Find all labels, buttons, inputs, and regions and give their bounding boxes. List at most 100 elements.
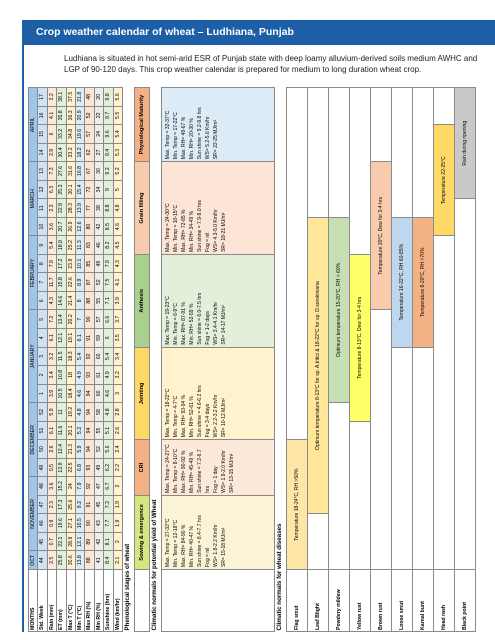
weather-value: 6.7 [103, 476, 114, 496]
weather-value: 88 [84, 550, 95, 570]
weather-value: 12.1 [75, 532, 85, 551]
weather-value: 5.4 [47, 235, 57, 255]
weather-value: 7.2 [47, 310, 57, 329]
row-label: Max RH (%) [84, 569, 95, 632]
weather-value: 28.9 [66, 532, 76, 551]
weather-value: 20.2 [66, 310, 76, 329]
row-label: MONTHS [28, 569, 38, 632]
normal-line: SR= 15-18 MJ/m² [221, 527, 228, 567]
weather-value: 8.9 [75, 272, 85, 292]
weather-value: 5.2 [75, 421, 85, 440]
month-header: OCT [28, 550, 38, 570]
table-row: Karnal bunt Temperature 8-20°C, RH >70% [412, 87, 434, 632]
weather-value: 47 [94, 476, 104, 496]
weather-value: 37.5 [66, 87, 76, 107]
weather-value: 4.1 [47, 106, 57, 125]
week-number: 17 [37, 87, 48, 107]
weather-value: 18.4 [66, 384, 76, 403]
week-number: 6 [37, 291, 48, 310]
weather-value: 4.3 [113, 254, 123, 273]
weather-value: 33.2 [66, 143, 76, 162]
weather-value: 22.1 [56, 532, 67, 551]
normal-line: Max. RH= 84-90 % [181, 524, 188, 567]
weather-value: 93 [84, 458, 95, 477]
weather-value: 60 [94, 347, 104, 366]
empty-cell [328, 402, 350, 570]
empty-cell [370, 310, 392, 570]
weather-value: 9 [103, 180, 114, 199]
week-number: 52 [37, 402, 48, 422]
normal-line: Fog = nil [205, 547, 212, 567]
weather-value: 5.9 [75, 439, 85, 459]
weather-value: 15.4 [75, 180, 85, 199]
weather-value: 62 [84, 143, 95, 162]
weather-value: 25.8 [56, 550, 67, 570]
weather-value: 12.1 [56, 328, 67, 348]
weather-value: 61 [94, 365, 104, 385]
weather-value: 59 [94, 328, 104, 348]
weather-value: 6.6 [103, 310, 114, 329]
weather-value: 3.4 [47, 365, 57, 385]
weather-value: 7.1 [103, 291, 114, 310]
weather-value: 13.4 [56, 310, 67, 329]
normal-line: SR= 14-17 MJ/m² [221, 305, 228, 345]
disease-condition: Temperature 18-24°C, RH >50% [286, 439, 308, 570]
weather-value: 72 [84, 180, 95, 199]
weather-value: 18.3 [66, 347, 76, 366]
weather-value: 4.9 [103, 365, 114, 385]
normal-line: Max. Temp = 19-23°C [165, 296, 172, 345]
table-row: MONTHS OCT NOVEMBER DECEMBER JANUARY FEBRUARY… [28, 87, 38, 632]
table-row: Rain (mm) 2.5 0.7 0.9 2.3 3.6 0.5 2.6 6.1 5.9 3.9 3… [47, 87, 57, 632]
row-label: Wind (km/hr) [113, 569, 123, 632]
phenology-stage: Anthesis [134, 254, 150, 348]
weather-value: 45 [94, 495, 104, 514]
weather-value: 6 [47, 124, 57, 144]
weather-value: 9.4 [103, 143, 114, 162]
weather-value: 2.2 [113, 458, 123, 477]
weather-value: 19.2 [66, 402, 76, 422]
weather-value: 3.9 [47, 384, 57, 403]
weather-value: 2.4 [113, 439, 123, 459]
weather-value: 27.6 [56, 161, 67, 181]
weather-value: 94 [84, 384, 95, 403]
disease-condition: Temperature 16-22°C, RH 60-85% [391, 217, 413, 348]
weather-value: 4.5 [113, 235, 123, 255]
normals-cell: Max. Temp = 18-22°C Min. Temp = 4-7°C Max.… [161, 347, 275, 440]
week-number: 13 [37, 161, 48, 181]
weather-value: 18.2 [75, 143, 85, 162]
normal-line: Fog = 1 day [213, 466, 220, 493]
weather-value: 4.6 [103, 384, 114, 403]
table-row: Max. Temp = 27-32°C Min. Temp = 12-18°C Ma… [161, 87, 275, 632]
normal-line: Max. RH= 93-94 % [181, 394, 188, 438]
weather-value: 4.8 [75, 402, 85, 422]
disease-name: Leaf Blight [307, 569, 329, 632]
empty-cell [349, 87, 371, 255]
weather-value: 8.2 [103, 235, 114, 255]
weather-value: 35.8 [56, 106, 67, 125]
weather-value: 7.3 [47, 161, 57, 181]
table-row: Powdery mildew Optimum temperature 15-20°… [328, 87, 350, 632]
normal-line: Max. RH= 48-67 % [181, 116, 188, 160]
week-number: 5 [37, 310, 48, 329]
disease-condition: Rain during ripening [454, 87, 476, 199]
weather-value: 2 [113, 532, 123, 551]
weather-value: 5.1 [103, 421, 114, 440]
normals-cell: Max. Temp = 24-27°C Min. Temp = 8-10°C Max… [161, 439, 275, 496]
weather-value: 13.9 [56, 458, 67, 477]
weather-value: 21.8 [75, 87, 85, 107]
normal-line: Min. RH= 52-59 % [189, 303, 196, 345]
weather-value: 5.4 [113, 124, 123, 144]
week-number: 16 [37, 106, 48, 125]
weather-value: 41 [94, 550, 104, 570]
normal-line: WS= 1.8-2.2 Km/hr [213, 524, 220, 567]
normal-line: Max. RH= 72-85 % [181, 209, 188, 252]
normal-line: WS= 1.9-2.0 Km/hr [221, 450, 228, 493]
weather-value: 5.4 [103, 347, 114, 366]
weather-value: 3.4 [113, 347, 123, 366]
row-label: ET (mm) [56, 569, 67, 632]
weather-value: 11.6 [56, 421, 67, 440]
weather-value: 6.1 [47, 421, 57, 440]
weather-value: 55 [94, 421, 104, 440]
normal-line: Min. RH= 34-49 % [189, 210, 196, 252]
weather-value: 4.6 [75, 384, 85, 403]
